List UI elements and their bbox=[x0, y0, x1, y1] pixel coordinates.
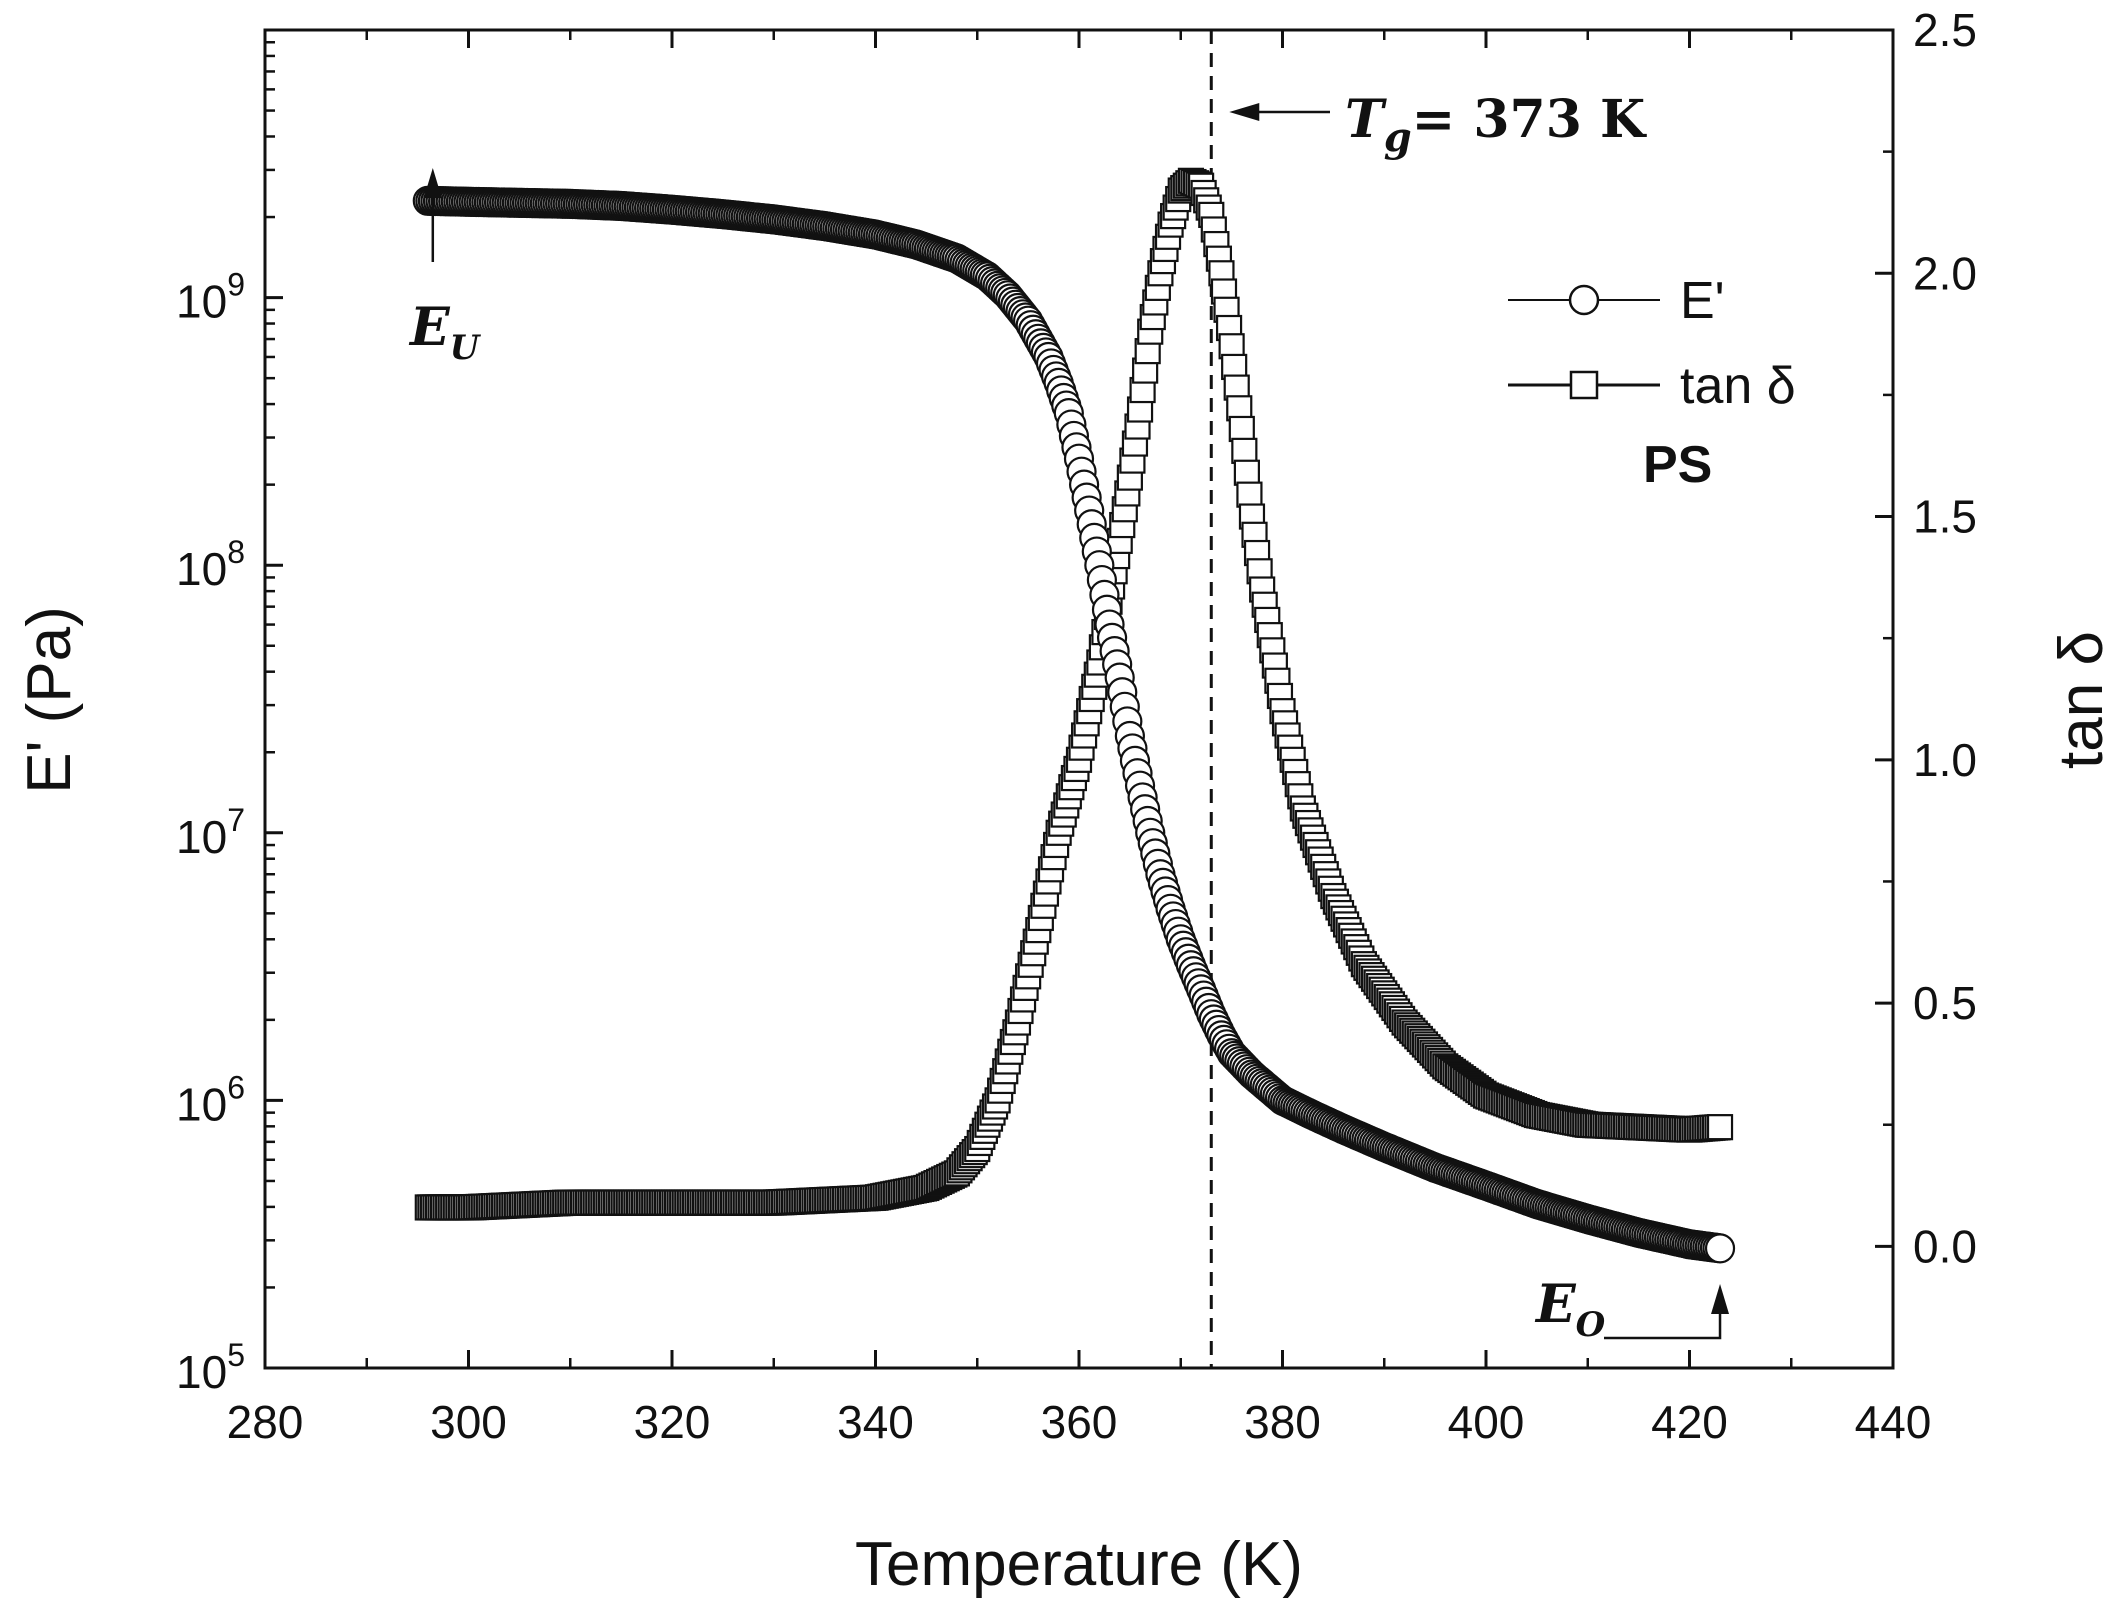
x-axis-title: Temperature (K) bbox=[855, 1530, 1303, 1599]
tg-label-main: T bbox=[1345, 89, 1387, 150]
sample-label: PS bbox=[1643, 436, 1712, 494]
y-left-tick-exponent: 8 bbox=[227, 534, 245, 570]
tg-label-value: = 373 K bbox=[1412, 89, 1647, 150]
legend-marker-circle bbox=[1568, 284, 1600, 316]
legend-entry-e: E' bbox=[1508, 272, 1725, 330]
eo-label-sub: O bbox=[1576, 1305, 1606, 1345]
eu-label-sub: U bbox=[450, 328, 482, 368]
x-tick-label: 300 bbox=[430, 1396, 507, 1448]
tan-delta-point bbox=[1233, 459, 1260, 486]
eu-arrow-head bbox=[423, 168, 442, 198]
y-left-tick-label: 107 bbox=[176, 802, 245, 863]
tg-label: Tg= 373 K bbox=[1345, 89, 1647, 161]
y-right-tick-label: 0.5 bbox=[1913, 977, 1977, 1029]
y-left-tick-base: 10 bbox=[176, 1346, 227, 1398]
storage-modulus-series bbox=[412, 185, 1736, 1264]
x-tick-label: 400 bbox=[1448, 1396, 1525, 1448]
legend: E' tan δ PS bbox=[1508, 272, 1796, 494]
tan-delta-point bbox=[1236, 481, 1263, 508]
y-left-tick-exponent: 9 bbox=[227, 267, 245, 303]
x-tick-label: 360 bbox=[1041, 1396, 1118, 1448]
tan-delta-point bbox=[1231, 437, 1258, 464]
y-right-tick-label: 2.0 bbox=[1913, 247, 1977, 299]
x-axis: 280 300 320 340 360 380 400 420 440 bbox=[227, 30, 1932, 1448]
eo-label-main: E bbox=[1534, 1274, 1577, 1335]
tan-delta-series bbox=[414, 167, 1734, 1221]
y-left-tick-base: 10 bbox=[176, 1078, 227, 1130]
y-right-tick-label: 1.0 bbox=[1913, 734, 1977, 786]
y-left-tick-label: 108 bbox=[176, 534, 245, 595]
eo-label: EO bbox=[1534, 1274, 1606, 1345]
y-right-tick-label: 2.5 bbox=[1913, 4, 1977, 56]
eo-arrow-head bbox=[1711, 1284, 1730, 1314]
tan-delta-point bbox=[1228, 415, 1255, 443]
y-left-tick-exponent: 6 bbox=[227, 1069, 245, 1105]
modulus-point bbox=[1704, 1233, 1736, 1264]
legend-label-e: E' bbox=[1680, 272, 1725, 330]
y-axis-right: 0.0 0.5 1.0 1.5 2.0 2.5 bbox=[1875, 4, 1977, 1370]
x-tick-label: 420 bbox=[1651, 1396, 1728, 1448]
eu-label: EU bbox=[408, 297, 482, 368]
y-left-tick-base: 10 bbox=[176, 276, 227, 328]
x-tick-label: 380 bbox=[1244, 1396, 1321, 1448]
x-tick-label: 340 bbox=[837, 1396, 914, 1448]
y-left-tick-base: 10 bbox=[176, 811, 227, 863]
annotation-arrows bbox=[423, 103, 1730, 1340]
x-tick-label: 440 bbox=[1855, 1396, 1932, 1448]
y-left-tick-exponent: 7 bbox=[227, 802, 245, 838]
eu-label-main: E bbox=[408, 297, 451, 358]
tan-delta-point bbox=[1706, 1114, 1734, 1141]
y-left-tick-exponent: 5 bbox=[227, 1337, 245, 1373]
eo-arrow-line bbox=[1604, 1310, 1722, 1340]
y-left-tick-label: 109 bbox=[176, 267, 245, 328]
y-right-tick-label: 0.0 bbox=[1913, 1220, 1977, 1272]
y-left-tick-label: 105 bbox=[176, 1337, 245, 1398]
y-axis-right-title: tan δ bbox=[2047, 631, 2116, 769]
y-left-tick-base: 10 bbox=[176, 543, 227, 595]
y-left-tick-label: 106 bbox=[176, 1069, 245, 1130]
x-tick-label: 320 bbox=[634, 1396, 711, 1448]
tg-label-sub: g bbox=[1384, 114, 1412, 161]
x-tick-label: 280 bbox=[227, 1396, 304, 1448]
legend-marker-square bbox=[1569, 370, 1599, 400]
tg-arrow-head bbox=[1229, 103, 1260, 121]
legend-entry-tan: tan δ bbox=[1508, 357, 1796, 415]
y-right-tick-label: 1.5 bbox=[1913, 491, 1977, 543]
legend-label-tan: tan δ bbox=[1680, 357, 1796, 415]
y-axis-left-title: E' (Pa) bbox=[15, 606, 84, 794]
